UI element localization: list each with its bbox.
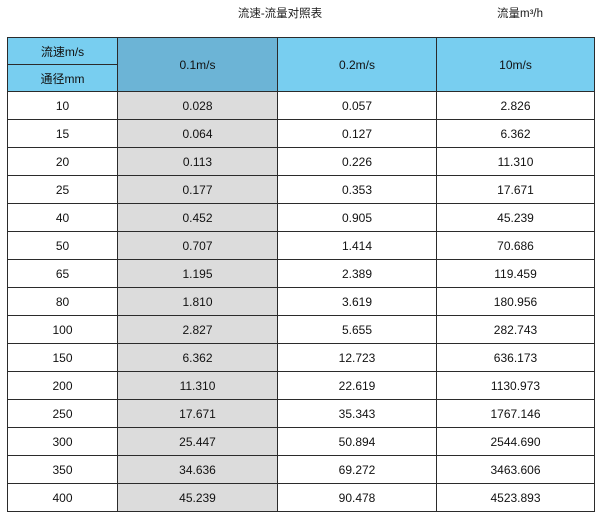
row-value-2: 3463.606 — [436, 455, 595, 484]
table-row: 100 2.827 5.655 282.743 — [7, 315, 595, 344]
row-value-0: 45.239 — [117, 483, 278, 512]
flow-unit-label: 流量m³/h — [497, 8, 543, 20]
table-row: 250 17.671 35.343 1767.146 — [7, 399, 595, 428]
table-row: 300 25.447 50.894 2544.690 — [7, 427, 595, 456]
row-value-1: 12.723 — [277, 343, 437, 372]
flow-velocity-table-wrapper: 流速m/s 0.1m/s 0.2m/s 10m/s 通径mm 10 0.028 … — [7, 37, 595, 512]
header-row-bottom: 通径mm — [7, 64, 595, 92]
row-diameter: 10 — [7, 91, 118, 120]
table-row: 200 11.310 22.619 1130.973 — [7, 371, 595, 400]
table-row: 50 0.707 1.414 70.686 — [7, 231, 595, 260]
row-value-1: 2.389 — [277, 259, 437, 288]
row-value-1: 0.353 — [277, 175, 437, 204]
row-value-1: 22.619 — [277, 371, 437, 400]
corner-header-velocity-label: 流速m/s — [7, 37, 118, 65]
row-value-1: 1.414 — [277, 231, 437, 260]
chart-title: 流速-流量对照表 — [237, 8, 323, 20]
table-row: 10 0.028 0.057 2.826 — [7, 91, 595, 120]
row-value-2: 4523.893 — [436, 483, 595, 512]
column-header-0[interactable]: 0.1m/s — [117, 37, 278, 92]
table-row: 150 6.362 12.723 636.173 — [7, 343, 595, 372]
row-diameter: 65 — [7, 259, 118, 288]
row-diameter: 50 — [7, 231, 118, 260]
table-row: 65 1.195 2.389 119.459 — [7, 259, 595, 288]
row-value-1: 0.127 — [277, 119, 437, 148]
row-value-0: 2.827 — [117, 315, 278, 344]
row-diameter: 300 — [7, 427, 118, 456]
table-row: 25 0.177 0.353 17.671 — [7, 175, 595, 204]
row-value-2: 45.239 — [436, 203, 595, 232]
flow-velocity-table: 流速m/s 0.1m/s 0.2m/s 10m/s 通径mm 10 0.028 … — [7, 37, 595, 512]
row-value-1: 3.619 — [277, 287, 437, 316]
row-value-0: 0.452 — [117, 203, 278, 232]
row-value-2: 70.686 — [436, 231, 595, 260]
row-value-2: 2544.690 — [436, 427, 595, 456]
caption-row: 流速-流量对照表 流量m³/h — [0, 0, 600, 37]
table-row: 40 0.452 0.905 45.239 — [7, 203, 595, 232]
row-value-0: 0.177 — [117, 175, 278, 204]
corner-header-diameter-label: 通径mm — [7, 64, 118, 92]
table-row: 15 0.064 0.127 6.362 — [7, 119, 595, 148]
row-value-1: 90.478 — [277, 483, 437, 512]
row-value-0: 34.636 — [117, 455, 278, 484]
row-value-1: 69.272 — [277, 455, 437, 484]
table-row: 350 34.636 69.272 3463.606 — [7, 455, 595, 484]
row-value-0: 11.310 — [117, 371, 278, 400]
row-diameter: 400 — [7, 483, 118, 512]
row-value-2: 1767.146 — [436, 399, 595, 428]
row-value-1: 0.057 — [277, 91, 437, 120]
row-value-2: 2.826 — [436, 91, 595, 120]
row-value-0: 17.671 — [117, 399, 278, 428]
row-value-2: 180.956 — [436, 287, 595, 316]
row-value-2: 11.310 — [436, 147, 595, 176]
row-value-2: 1130.973 — [436, 371, 595, 400]
row-value-1: 0.905 — [277, 203, 437, 232]
column-header-2[interactable]: 10m/s — [436, 37, 595, 92]
row-diameter: 250 — [7, 399, 118, 428]
row-value-0: 0.064 — [117, 119, 278, 148]
row-diameter: 40 — [7, 203, 118, 232]
row-diameter: 150 — [7, 343, 118, 372]
row-value-0: 0.707 — [117, 231, 278, 260]
row-value-0: 25.447 — [117, 427, 278, 456]
row-diameter: 25 — [7, 175, 118, 204]
row-diameter: 15 — [7, 119, 118, 148]
column-header-1[interactable]: 0.2m/s — [277, 37, 437, 92]
table-row: 400 45.239 90.478 4523.893 — [7, 483, 595, 512]
row-value-0: 0.028 — [117, 91, 278, 120]
row-value-2: 636.173 — [436, 343, 595, 372]
row-value-1: 5.655 — [277, 315, 437, 344]
header-row-top: 流速m/s 0.1m/s 0.2m/s 10m/s — [7, 37, 595, 92]
row-value-0: 6.362 — [117, 343, 278, 372]
table-row: 80 1.810 3.619 180.956 — [7, 287, 595, 316]
row-value-0: 0.113 — [117, 147, 278, 176]
row-value-1: 35.343 — [277, 399, 437, 428]
row-diameter: 100 — [7, 315, 118, 344]
table-row: 20 0.113 0.226 11.310 — [7, 147, 595, 176]
row-value-2: 6.362 — [436, 119, 595, 148]
row-value-0: 1.810 — [117, 287, 278, 316]
row-diameter: 80 — [7, 287, 118, 316]
table-body: 流速m/s 0.1m/s 0.2m/s 10m/s 通径mm 10 0.028 … — [7, 37, 595, 512]
row-diameter: 20 — [7, 147, 118, 176]
row-diameter: 200 — [7, 371, 118, 400]
row-value-1: 0.226 — [277, 147, 437, 176]
row-diameter: 350 — [7, 455, 118, 484]
row-value-2: 17.671 — [436, 175, 595, 204]
row-value-0: 1.195 — [117, 259, 278, 288]
row-value-2: 282.743 — [436, 315, 595, 344]
row-value-1: 50.894 — [277, 427, 437, 456]
row-value-2: 119.459 — [436, 259, 595, 288]
